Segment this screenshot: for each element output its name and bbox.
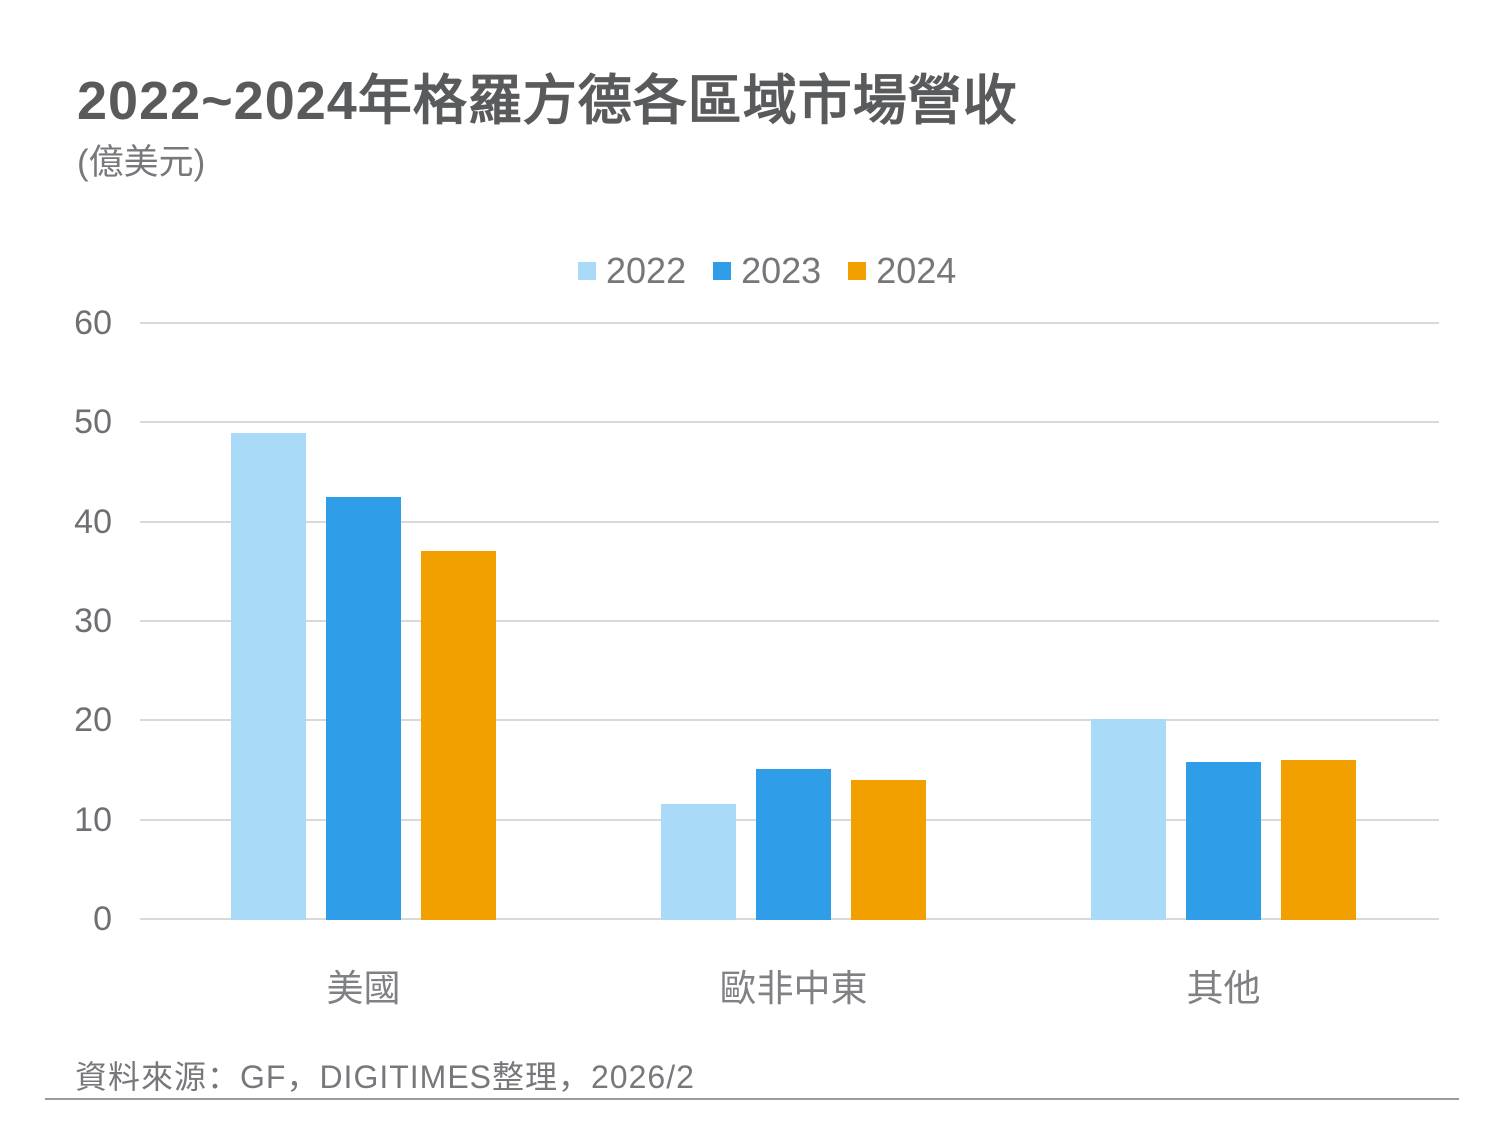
category-label-歐非中東: 歐非中東	[719, 968, 868, 1009]
bar-其他-2024	[1281, 760, 1356, 920]
category-label-其他: 其他	[1186, 968, 1261, 1009]
y-tick-label-60: 60	[74, 304, 112, 342]
legend-item-2024: 2024	[848, 249, 956, 293]
y-tick-label-30: 30	[74, 602, 112, 640]
bar-美國-2024	[421, 551, 496, 920]
y-tick-label-10: 10	[74, 800, 112, 839]
y-tick-label-50: 50	[74, 403, 112, 442]
legend-item-2022: 2022	[578, 249, 686, 293]
chart-unit-label: (億美元)	[77, 143, 206, 182]
category-label-美國: 美國	[326, 968, 401, 1009]
legend-swatch-2023	[713, 262, 732, 280]
gridline-y-40	[140, 520, 1439, 523]
legend-label-2023: 2023	[741, 250, 822, 291]
y-tick-label-20: 20	[74, 701, 112, 740]
bottom-divider	[45, 1098, 1459, 1100]
bar-歐非中東-2023	[756, 769, 831, 920]
bar-歐非中東-2022	[661, 803, 736, 920]
legend: 2022 2023 2024	[578, 249, 956, 293]
legend-swatch-2022	[578, 262, 596, 280]
legend-swatch-2024	[848, 262, 867, 280]
gridline-y-50	[140, 421, 1439, 424]
gridline-y-20	[140, 719, 1439, 722]
bar-歐非中東-2024	[851, 779, 926, 920]
bar-美國-2023	[326, 496, 401, 920]
legend-item-2023: 2023	[713, 249, 821, 293]
source-note: 資料來源：GF，DIGITIMES整理，2026/2	[75, 1059, 695, 1095]
legend-label-2024: 2024	[876, 250, 957, 291]
legend-label-2022: 2022	[606, 250, 687, 291]
bar-其他-2022	[1091, 719, 1166, 920]
gridline-y-60	[140, 322, 1439, 324]
y-tick-label-40: 40	[74, 502, 112, 541]
bar-其他-2023	[1186, 762, 1261, 920]
y-tick-label-0: 0	[93, 900, 112, 938]
gridline-y-30	[140, 620, 1439, 622]
bar-美國-2022	[231, 433, 306, 920]
chart-title: 2022~2024年格羅方德各區域市場營收	[77, 71, 1018, 131]
